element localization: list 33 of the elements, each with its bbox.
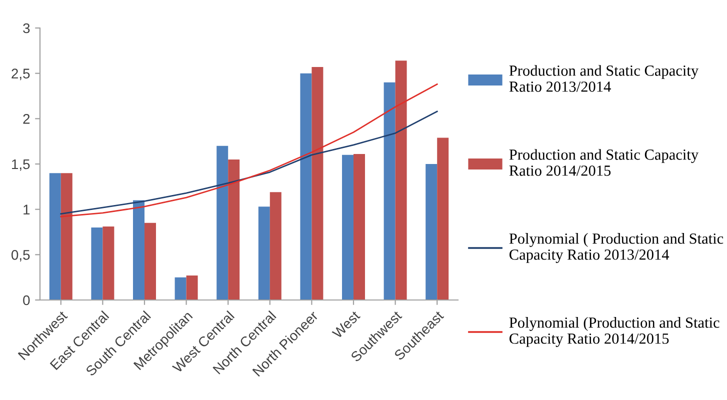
bar <box>300 73 312 300</box>
bar <box>426 164 438 300</box>
line-series <box>60 84 438 218</box>
legend-label: Production and Static Capacity Ratio 2014/2015 <box>509 149 698 176</box>
bar <box>342 154 354 300</box>
bar <box>354 154 365 300</box>
legend-label: Polynomial ( Production and Static Capacity Ratio 2013/2014 <box>509 233 724 263</box>
y-tick-label: 0 <box>23 295 30 306</box>
legend-label: Polynomial (Production and Static Capacity Ratio 2014/2015 <box>509 317 720 347</box>
y-tick-label: 2,5 <box>12 68 30 80</box>
y-tick-label: 3 <box>23 23 30 34</box>
bar <box>270 192 282 300</box>
y-tick-label: 1 <box>24 204 30 214</box>
bar <box>174 277 186 300</box>
y-tick-label: 1,5 <box>12 159 30 171</box>
bar <box>384 82 396 300</box>
bar <box>258 206 270 300</box>
bar <box>216 146 228 300</box>
bar <box>49 173 61 300</box>
bar <box>60 173 72 300</box>
bar <box>437 138 449 300</box>
bar <box>312 66 324 300</box>
bar <box>132 200 144 300</box>
legend-label: Production and Static Capacity Ratio 2013/2014 <box>509 65 698 92</box>
bar <box>186 276 198 300</box>
bar <box>395 60 407 300</box>
bar <box>91 227 103 300</box>
bar <box>228 159 240 300</box>
y-tick-label: 0,5 <box>12 250 30 262</box>
bar <box>102 226 114 300</box>
bar <box>144 222 156 300</box>
y-tick-label: 2 <box>23 114 30 124</box>
line-series <box>60 110 438 215</box>
